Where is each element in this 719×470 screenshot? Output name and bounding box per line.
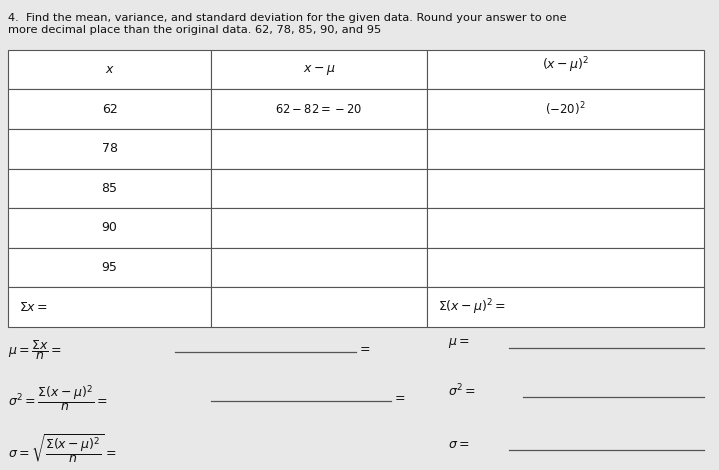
Bar <box>427 169 704 208</box>
Text: =: = <box>395 392 406 405</box>
Text: $\sigma = $: $\sigma = $ <box>448 438 470 451</box>
Bar <box>427 248 704 287</box>
Text: $(-20)^2$: $(-20)^2$ <box>545 101 585 118</box>
Text: 62: 62 <box>101 103 117 116</box>
Text: $\sigma^2 = \dfrac{\Sigma(x-\mu)^2}{n} = $: $\sigma^2 = \dfrac{\Sigma(x-\mu)^2}{n} =… <box>9 383 108 414</box>
Text: $\sigma = \sqrt{\dfrac{\Sigma(x-\mu)^2}{n}} = $: $\sigma = \sqrt{\dfrac{\Sigma(x-\mu)^2}{… <box>9 432 117 466</box>
Bar <box>211 248 427 287</box>
Text: $x$: $x$ <box>105 63 114 76</box>
Text: 78: 78 <box>101 142 117 155</box>
Text: $\sigma^2 = $: $\sigma^2 = $ <box>448 383 476 399</box>
Text: =: = <box>360 344 370 356</box>
Bar <box>9 89 211 129</box>
Text: 4.  Find the mean, variance, and standard deviation for the given data. Round yo: 4. Find the mean, variance, and standard… <box>9 13 567 34</box>
Bar <box>211 287 427 327</box>
Bar <box>427 208 704 248</box>
Text: $62 - 82 = -20$: $62 - 82 = -20$ <box>275 103 362 116</box>
Bar <box>427 287 704 327</box>
Text: 85: 85 <box>101 182 117 195</box>
Bar <box>9 129 211 169</box>
Bar <box>9 248 211 287</box>
Text: $(x-\mu)^2$: $(x-\mu)^2$ <box>541 55 589 75</box>
Bar <box>427 50 704 89</box>
Bar <box>211 208 427 248</box>
Bar <box>427 129 704 169</box>
Bar <box>211 50 427 89</box>
Bar <box>211 89 427 129</box>
Text: 95: 95 <box>101 261 117 274</box>
Bar <box>211 129 427 169</box>
Text: $\mu = \dfrac{\Sigma x}{n} = $: $\mu = \dfrac{\Sigma x}{n} = $ <box>9 338 63 362</box>
Text: 90: 90 <box>101 221 117 235</box>
Bar <box>9 169 211 208</box>
Bar <box>9 208 211 248</box>
Bar <box>427 89 704 129</box>
Text: $\Sigma(x-\mu)^2 =$: $\Sigma(x-\mu)^2 =$ <box>438 297 505 317</box>
Text: $\mu = $: $\mu = $ <box>448 336 470 350</box>
Bar <box>9 287 211 327</box>
Text: $x-\mu$: $x-\mu$ <box>303 63 335 77</box>
Bar <box>9 50 211 89</box>
Bar <box>211 169 427 208</box>
Text: $\Sigma x =$: $\Sigma x =$ <box>19 300 48 313</box>
